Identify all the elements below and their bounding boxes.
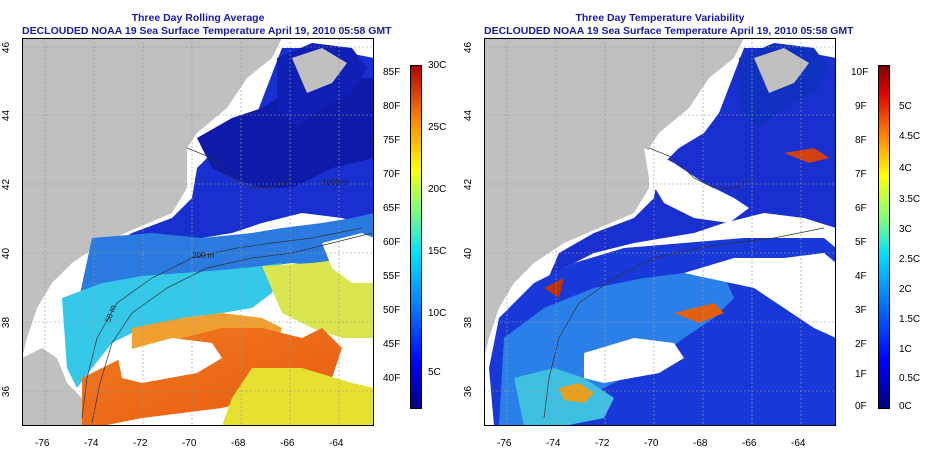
colorbar-f-label: 70F xyxy=(383,169,401,180)
colorbar-f-label: 9F xyxy=(855,101,867,112)
lat-label: 40 xyxy=(1,247,13,260)
lon-label: -64 xyxy=(791,438,806,449)
lat-label: 38 xyxy=(1,316,13,329)
lon-label: -72 xyxy=(133,438,148,449)
colorbar-f-label: 50F xyxy=(383,305,401,316)
left-colorbar xyxy=(410,65,422,409)
colorbar-c-label: 3C xyxy=(899,224,912,235)
colorbar-f-label: 10F xyxy=(851,67,869,78)
colorbar-c-label: 3.5C xyxy=(899,194,921,205)
colorbar-c-label: 4.5C xyxy=(899,131,921,142)
lat-label: 44 xyxy=(1,109,13,122)
lon-label: -76 xyxy=(35,438,50,449)
lon-label: -74 xyxy=(546,438,561,449)
colorbar-f-label: 5F xyxy=(855,237,867,248)
colorbar-c-label: 25C xyxy=(428,122,447,133)
colorbar-c-label: 30C xyxy=(428,60,447,71)
lat-label: 46 xyxy=(1,41,13,54)
colorbar-f-label: 7F xyxy=(855,169,867,180)
colorbar-f-label: 75F xyxy=(383,135,401,146)
right-title-line2: DECLOUDED NOAA 19 Sea Surface Temperatur… xyxy=(484,25,854,37)
colorbar-c-label: 1.5C xyxy=(899,314,921,325)
colorbar-f-label: 85F xyxy=(383,67,401,78)
colorbar-c-label: 5C xyxy=(899,101,912,112)
colorbar-c-label: 0.5C xyxy=(899,373,921,384)
colorbar-f-label: 1F xyxy=(855,369,867,380)
colorbar-f-label: 40F xyxy=(383,373,401,384)
lon-label: -74 xyxy=(84,438,99,449)
colorbar-f-label: 6F xyxy=(855,203,867,214)
contour-label-200m: 200 m xyxy=(192,251,215,260)
lon-label: -66 xyxy=(280,438,295,449)
lon-label: -70 xyxy=(644,438,659,449)
colorbar-f-label: 0F xyxy=(855,401,867,412)
colorbar-f-label: 45F xyxy=(383,339,401,350)
right-colorbar xyxy=(878,65,890,409)
lat-label: 44 xyxy=(463,109,475,122)
lat-label: 38 xyxy=(463,316,475,329)
right-variability-map xyxy=(484,38,836,426)
colorbar-c-label: 0C xyxy=(899,401,912,412)
colorbar-f-label: 3F xyxy=(855,305,867,316)
colorbar-c-label: 5C xyxy=(428,367,441,378)
lon-label: -72 xyxy=(595,438,610,449)
colorbar-f-label: 60F xyxy=(383,237,401,248)
lat-label: 46 xyxy=(463,41,475,54)
colorbar-f-label: 55F xyxy=(383,271,401,282)
lon-label: -68 xyxy=(231,438,246,449)
colorbar-f-label: 8F xyxy=(855,135,867,146)
lon-label: -68 xyxy=(693,438,708,449)
lon-label: -64 xyxy=(329,438,344,449)
contour-label-1000m: 1000 m xyxy=(322,178,349,187)
colorbar-f-label: 4F xyxy=(855,271,867,282)
colorbar-c-label: 20C xyxy=(428,184,447,195)
colorbar-c-label: 10C xyxy=(428,308,447,319)
left-sst-map: 50 m 200 m 1000 m xyxy=(22,38,374,426)
lon-label: -76 xyxy=(497,438,512,449)
lon-label: -66 xyxy=(742,438,757,449)
left-title-line1: Three Day Rolling Average xyxy=(131,12,265,24)
colorbar-c-label: 15C xyxy=(428,246,447,257)
colorbar-c-label: 2.5C xyxy=(899,254,921,265)
colorbar-c-label: 2C xyxy=(899,284,912,295)
lat-label: 42 xyxy=(1,178,13,191)
lat-label: 42 xyxy=(463,178,475,191)
colorbar-f-label: 2F xyxy=(855,339,867,350)
right-title-line1: Three Day Temperature Variability xyxy=(575,12,745,24)
colorbar-f-label: 80F xyxy=(383,101,401,112)
colorbar-f-label: 65F xyxy=(383,203,401,214)
left-title-line2: DECLOUDED NOAA 19 Sea Surface Temperatur… xyxy=(22,25,392,37)
lat-label: 36 xyxy=(1,385,13,398)
lat-label: 40 xyxy=(463,247,475,260)
lat-label: 36 xyxy=(463,385,475,398)
colorbar-c-label: 4C xyxy=(899,163,912,174)
lon-label: -70 xyxy=(182,438,197,449)
colorbar-c-label: 1C xyxy=(899,344,912,355)
